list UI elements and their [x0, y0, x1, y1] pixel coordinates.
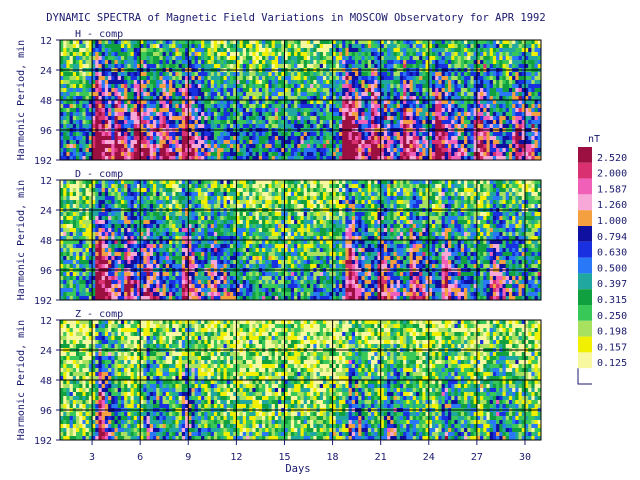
legend-label: 0.794	[597, 232, 627, 243]
y-tick-label: 48	[40, 236, 52, 247]
y-tick-label: 96	[40, 266, 52, 277]
x-tick-label: 27	[471, 452, 483, 463]
legend-label: 0.630	[597, 248, 627, 259]
legend-swatch	[578, 226, 592, 242]
legend-label: 1.260	[597, 200, 627, 211]
x-tick-label: 3	[89, 452, 95, 463]
heatmap-cells	[60, 180, 542, 301]
legend-swatch	[578, 147, 592, 163]
panel-label: Z - comp	[75, 309, 123, 320]
legend-label: 0.500	[597, 263, 627, 274]
y-tick-label: 24	[40, 66, 52, 77]
y-tick-label: 12	[40, 176, 52, 187]
legend-label: 0.315	[597, 295, 627, 306]
legend-label: 0.397	[597, 279, 627, 290]
legend-swatch	[578, 352, 592, 369]
legend-label: 0.198	[597, 327, 627, 338]
legend-swatch	[578, 368, 592, 384]
panel-label: D - comp	[75, 169, 123, 180]
y-tick-label: 96	[40, 126, 52, 137]
legend-label: 0.125	[597, 358, 627, 369]
y-axis-label: Harmonic Period, min	[16, 320, 27, 440]
legend-swatch	[578, 257, 592, 274]
legend-swatch	[578, 210, 592, 226]
legend-label: 2.000	[597, 169, 627, 180]
x-axis-ticks: 3 6 9 12 15 18 21 24 27 30	[89, 440, 531, 463]
y-tick-label: 48	[40, 376, 52, 387]
x-tick-label: 30	[519, 452, 531, 463]
y-tick-label: 24	[40, 346, 52, 357]
legend-swatch	[578, 194, 592, 211]
y-tick-label: 192	[34, 436, 52, 447]
legend-swatch	[578, 162, 592, 179]
y-axis-label: Harmonic Period, min	[16, 40, 27, 160]
legend-swatch	[578, 289, 592, 305]
x-tick-label: 18	[327, 452, 339, 463]
y-tick-label: 96	[40, 406, 52, 417]
x-tick-label: 24	[423, 452, 435, 463]
heatmap-cells	[60, 320, 542, 441]
legend-swatch	[578, 178, 592, 195]
x-tick-label: 15	[278, 452, 290, 463]
legend-label: 2.520	[597, 153, 627, 164]
heatmap-cells	[60, 40, 542, 161]
y-tick-label: 48	[40, 96, 52, 107]
legend-swatch	[578, 241, 592, 258]
y-tick-label: 24	[40, 206, 52, 217]
legend-label: 1.587	[597, 184, 627, 195]
x-tick-label: 12	[230, 452, 242, 463]
x-tick-label: 21	[375, 452, 387, 463]
x-tick-label: 9	[185, 452, 191, 463]
legend-bracket	[577, 368, 592, 385]
panel-z-comp: 12 24 48 96 192 Z - comp Harmonic Period, min	[16, 309, 542, 447]
legend-label: 1.000	[597, 216, 627, 227]
x-tick-label: 6	[137, 452, 143, 463]
legend-swatch	[578, 305, 592, 321]
legend-swatch	[578, 273, 592, 290]
panel-h-comp: 12 24 48 96 192 H - comp Harmonic Period, min	[16, 29, 542, 167]
x-axis-label: Days	[285, 463, 310, 475]
color-legend: nT 2.520 2.000 1.587 1.260 1.000 0.794 0.630 0.5…	[577, 134, 627, 385]
legend-label: 0.157	[597, 342, 627, 353]
y-tick-label: 12	[40, 36, 52, 47]
panel-d-comp: 12 24 48 96 192 D - comp Harmonic Period, min	[16, 169, 542, 307]
legend-swatch	[578, 320, 592, 337]
legend-swatch	[578, 336, 592, 353]
legend-label: 0.250	[597, 311, 627, 322]
legend-unit: nT	[588, 134, 600, 145]
y-tick-label: 192	[34, 296, 52, 307]
panel-label: H - comp	[75, 29, 123, 40]
chart-title: DYNAMIC SPECTRA of Magnetic Field Variat…	[46, 12, 545, 24]
y-tick-label: 192	[34, 156, 52, 167]
y-tick-label: 12	[40, 316, 52, 327]
y-axis-label: Harmonic Period, min	[16, 180, 27, 300]
